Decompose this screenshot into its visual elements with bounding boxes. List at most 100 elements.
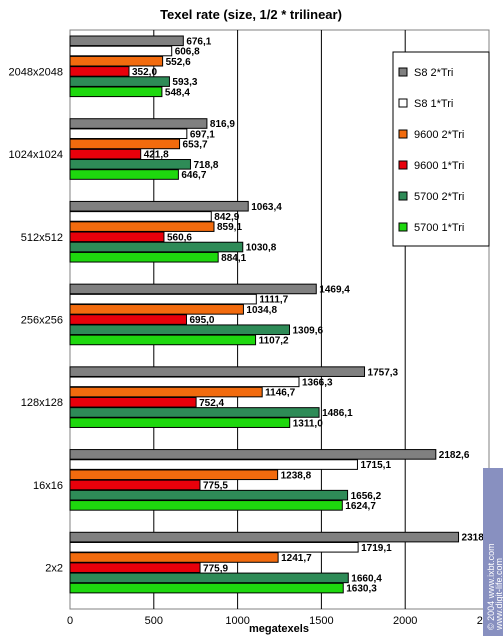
data-label: 1366,3 — [302, 377, 333, 388]
data-label: 1719,1 — [361, 543, 392, 554]
bar — [69, 562, 201, 573]
legend-swatch — [398, 160, 408, 170]
bar — [69, 572, 349, 584]
bar — [69, 283, 317, 295]
legend-swatch — [398, 129, 408, 139]
x-tick-label: 2000 — [393, 615, 417, 627]
bar — [69, 45, 173, 57]
data-label: 1660,4 — [351, 573, 382, 584]
legend-label: 9600 2*Tri — [414, 129, 464, 141]
data-label: 2318,2 — [462, 533, 493, 544]
data-label: 1241,7 — [281, 553, 312, 564]
data-label: 1238,8 — [281, 470, 312, 481]
x-axis-title: megatexels — [249, 623, 309, 635]
bar — [69, 489, 349, 501]
category-labels: 2048x2048 1024x1024 512x512 256x256 128x128 1… — [9, 66, 63, 574]
bar — [69, 449, 437, 460]
bar — [69, 366, 366, 377]
category-label: 2048x2048 — [9, 66, 63, 78]
data-label: 653,7 — [183, 140, 208, 151]
bar — [69, 251, 219, 263]
legend-box — [392, 51, 490, 247]
data-label: 697,1 — [190, 129, 215, 140]
bar — [69, 479, 201, 491]
bar — [69, 334, 257, 346]
watermark: © 2004 www.ixbt.com www.digit-life.com — [483, 468, 503, 636]
bar — [69, 541, 359, 553]
bar — [69, 407, 320, 418]
legend-label: S8 2*Tri — [414, 67, 453, 79]
bar — [69, 552, 279, 563]
data-label: 1107,2 — [259, 336, 289, 347]
bar — [69, 531, 460, 543]
data-label: 695,0 — [189, 315, 214, 326]
data-label: 593,3 — [172, 77, 197, 88]
bar — [69, 582, 344, 594]
bar — [69, 386, 263, 398]
bar — [69, 66, 130, 77]
data-label: 1486,1 — [322, 408, 353, 419]
bar — [69, 231, 165, 243]
data-label: 775,5 — [203, 481, 228, 492]
bar — [69, 417, 291, 428]
legend-swatch — [398, 67, 408, 77]
data-label: 816,9 — [210, 119, 235, 130]
data-label: 676,1 — [186, 36, 211, 47]
watermark-band — [483, 468, 503, 636]
data-label: 552,6 — [166, 57, 191, 68]
data-label: 646,7 — [181, 170, 206, 181]
data-label: 1311,0 — [293, 418, 323, 429]
data-label: 884,1 — [221, 253, 246, 264]
bar — [69, 293, 257, 305]
bar — [69, 500, 343, 511]
bars — [69, 35, 460, 594]
data-label: 718,8 — [193, 160, 218, 171]
watermark-text-2: www.digit-life.com — [494, 558, 503, 631]
data-label: 1757,3 — [368, 367, 399, 378]
data-label: 1309,6 — [292, 325, 323, 336]
legend-swatch — [398, 98, 408, 108]
legend: S8 2*Tri S8 1*Tri 9600 2*Tri 9600 1*Tri 5700… — [392, 51, 490, 247]
bar — [69, 376, 300, 388]
data-label: 775,9 — [203, 563, 228, 574]
bar — [69, 128, 188, 140]
data-label: 606,8 — [175, 47, 200, 58]
data-label: 1715,1 — [360, 460, 391, 471]
chart-title: Texel rate (size, 1/2 * trilinear) — [160, 7, 342, 22]
bar — [69, 76, 170, 87]
data-label: 842,9 — [214, 212, 239, 223]
bar — [69, 159, 191, 170]
category-label: 1024x1024 — [9, 149, 63, 161]
x-tick-label: 1000 — [225, 615, 249, 627]
bar — [69, 35, 184, 47]
legend-label: 5700 2*Tri — [414, 191, 464, 203]
bar — [69, 86, 163, 98]
bar — [69, 118, 208, 129]
bar — [69, 200, 249, 212]
data-label: 859,1 — [217, 222, 242, 233]
data-label: 1656,2 — [351, 491, 382, 502]
bar — [69, 314, 187, 325]
data-label: 1146,7 — [265, 388, 295, 399]
bar — [69, 396, 197, 408]
bar — [69, 241, 244, 253]
legend-label: 5700 1*Tri — [414, 222, 464, 234]
category-label: 512x512 — [21, 232, 63, 244]
data-label: 1630,3 — [346, 584, 377, 595]
data-label: 352,0 — [132, 67, 157, 78]
data-label: 1111,7 — [259, 295, 288, 306]
data-label: 1034,8 — [246, 305, 277, 316]
bar — [69, 304, 244, 315]
data-label: 1469,4 — [319, 285, 350, 296]
data-label: 2182,6 — [439, 450, 470, 461]
x-tick-label: 1500 — [309, 615, 333, 627]
category-label: 2x2 — [45, 563, 63, 575]
bar — [69, 55, 164, 67]
data-label: 1030,8 — [246, 243, 277, 254]
legend-label: S8 1*Tri — [414, 98, 453, 110]
bar — [69, 469, 279, 481]
legend-label: 9600 1*Tri — [414, 160, 464, 172]
watermark-text-1: © 2004 www.ixbt.com — [486, 543, 496, 630]
x-tick-label: 0 — [67, 615, 73, 627]
